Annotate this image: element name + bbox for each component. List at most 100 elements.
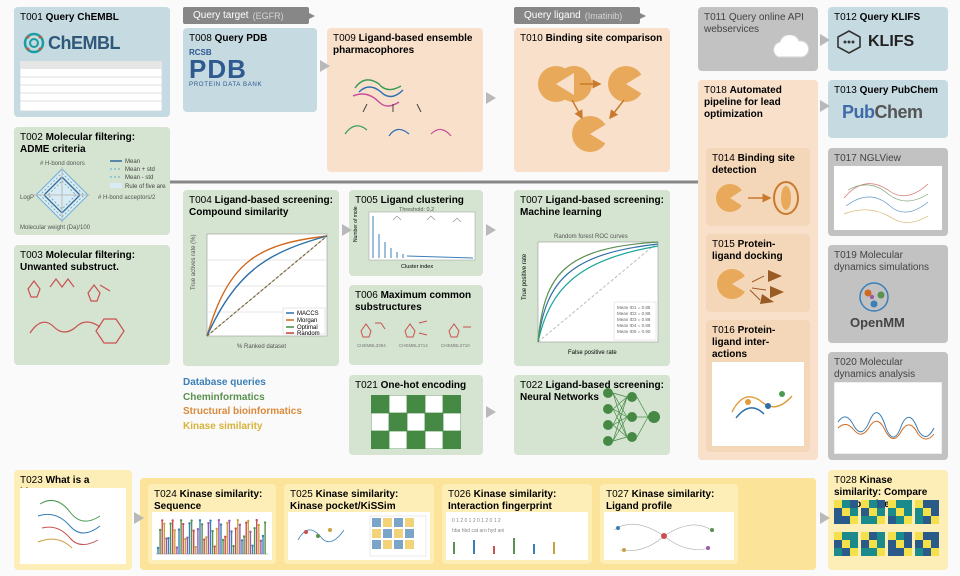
svg-text:Mean ID2 = 0.89: Mean ID2 = 0.89 <box>617 311 651 316</box>
arrow-icon <box>342 224 352 236</box>
card-t007: T007 Ligand-based screening: Machine lea… <box>514 190 670 366</box>
legend-chem: Cheminformatics <box>183 391 302 406</box>
chembl-logo: ChEMBL <box>22 29 162 57</box>
legend-kin: Kinase similarity <box>183 420 302 435</box>
query-ligand-pill: Query ligand (Imatinib) <box>514 7 640 24</box>
svg-text:Random forest ROC curves: Random forest ROC curves <box>554 234 628 240</box>
card-t021: T021 One-hot encoding <box>349 375 483 455</box>
card-t008: T008 Query PDB RCSB PDB PROTEIN DATA BAN… <box>183 28 317 112</box>
svg-text:% Ranked dataset: % Ranked dataset <box>237 344 286 350</box>
card-t001: T001 Query ChEMBL ChEMBL <box>14 7 170 117</box>
svg-text:Mean ID1 = 0.88: Mean ID1 = 0.88 <box>617 305 651 310</box>
arrow-icon <box>486 92 496 104</box>
arrow-icon <box>820 34 830 46</box>
onehot-icon <box>371 395 461 449</box>
arrow-icon <box>134 512 144 524</box>
ligand-profile-plot <box>604 512 734 560</box>
card-t002: T002 Molecular filtering: ADME criteria … <box>14 127 170 235</box>
query-target-pill: Query target (EGFR) <box>183 7 309 24</box>
radar-chart: # H-bond donors # H-bond acceptors/2 Log… <box>18 155 166 231</box>
svg-text:False positive rate: False positive rate <box>568 350 617 356</box>
md-analysis-plot <box>834 382 942 454</box>
card-t022: T022 Ligand-based screening: Neural Netw… <box>514 375 670 455</box>
ifp-plot: 0 1 2 0 1 2 0 1 2 0 1 2 hba hbd cat aro … <box>446 512 588 560</box>
arrow-icon <box>486 406 496 418</box>
svg-text:# H-bond acceptors/2: # H-bond acceptors/2 <box>98 195 156 201</box>
pacman-compare-icon <box>532 60 652 164</box>
svg-text:Mean ID3 = 0.88: Mean ID3 = 0.88 <box>617 317 651 322</box>
molecules-icon <box>20 275 164 359</box>
pill-label: Query ligand <box>524 10 581 21</box>
arrow-icon <box>486 224 496 236</box>
card-t010: T010 Binding site comparison <box>514 28 670 172</box>
interactions-icon <box>712 362 804 446</box>
card-t020: T020 Molecular dynamics analysis <box>828 352 948 460</box>
svg-text:OpenMM: OpenMM <box>850 315 905 330</box>
svg-text:ChEMBL: ChEMBL <box>48 33 120 53</box>
svg-text:Number of molecules: Number of molecules <box>353 206 359 242</box>
svg-text:Mean ID4 = 0.89: Mean ID4 = 0.89 <box>617 323 651 328</box>
card-t014: T014 Binding site detection <box>706 148 810 226</box>
card-t012: T012 Query KLIFS KLIFS <box>828 7 948 71</box>
card-t027: T027 Kinase similarity: Ligand profile <box>600 484 738 564</box>
mcs-icon: CHEMBL3394 CHEMBL3714 CHEMBL2710 <box>353 313 479 361</box>
card-t015: T015 Protein-ligand docking <box>706 234 810 312</box>
pdb-logo: RCSB PDB PROTEIN DATA BANK <box>189 48 262 88</box>
card-t005: T005 Ligand clustering Threshold: 0.2 Nu… <box>349 190 483 276</box>
neural-net-icon <box>600 383 664 451</box>
svg-text:Random: Random <box>297 331 320 337</box>
svg-text:CHEMBL3394: CHEMBL3394 <box>357 343 386 348</box>
pill-label: Query target <box>193 10 249 21</box>
docking-icon <box>712 262 804 306</box>
svg-text:# H-bond donors: # H-bond donors <box>40 161 85 167</box>
svg-text:hba hbd cat aro hyd ani: hba hbd cat aro hyd ani <box>452 528 504 534</box>
svg-text:MACCS: MACCS <box>297 311 319 317</box>
card-t009: T009 Ligand-based ensemble pharmacophore… <box>327 28 483 172</box>
svg-text:LogP: LogP <box>20 195 34 201</box>
svg-text:Cluster index: Cluster index <box>401 264 433 270</box>
svg-text:Morgan: Morgan <box>297 318 317 324</box>
cluster-plot: Threshold: 0.2 Number of molecules Clust… <box>353 206 479 272</box>
card-t025: T025 Kinase similarity: Kinase pocket/Ki… <box>284 484 434 564</box>
arrow-icon <box>820 512 830 524</box>
nglview-icon <box>834 166 942 230</box>
legend-struc: Structural bioinformatics <box>183 405 302 420</box>
svg-text:0 1 2 0 1 2 0 1 2 0 1 2: 0 1 2 0 1 2 0 1 2 0 1 2 <box>452 518 501 524</box>
enrichment-plot: True actives rate (%) % Ranked dataset M… <box>189 230 333 360</box>
compare-heatmaps-icon <box>834 500 942 564</box>
legend-db: Database queries <box>183 376 302 391</box>
data-table-icon <box>20 61 162 111</box>
card-t026: T026 Kinase similarity: Interaction fing… <box>442 484 592 564</box>
cloud-icon <box>768 35 812 65</box>
arrow-icon <box>320 60 330 72</box>
svg-text:True actives rate (%): True actives rate (%) <box>191 235 197 290</box>
chevron-right-icon <box>307 12 315 20</box>
card-t006: T006 Maximum common substructures CHEMBL… <box>349 285 483 365</box>
pill-sub: (Imatinib) <box>585 11 623 21</box>
svg-text:Threshold: 0.2: Threshold: 0.2 <box>399 207 434 213</box>
card-t017: T017 NGLView <box>828 148 948 236</box>
card-t003: T003 Molecular filtering: Unwanted subst… <box>14 245 170 365</box>
kinase-structure-icon <box>20 488 126 564</box>
pill-sub: (EGFR) <box>253 11 284 21</box>
svg-text:Mean - std: Mean - std <box>125 175 153 181</box>
card-t013: T013 Query PubChem PubChem <box>828 80 948 138</box>
card-t011: T011 Query online API webservices <box>698 7 818 71</box>
site-detect-icon <box>712 176 804 220</box>
card-t019: T019 Molecular dynamics simulations Open… <box>828 245 948 343</box>
pubchem-logo: PubChem <box>842 102 923 124</box>
sequence-plot <box>152 512 272 560</box>
roc-plot: Random forest ROC curves Mean ID1 = 0.88… <box>520 230 664 360</box>
svg-text:CHEMBL3714: CHEMBL3714 <box>399 343 428 348</box>
svg-text:Mean ID5 = 0.90: Mean ID5 = 0.90 <box>617 329 651 334</box>
svg-text:Rule of five area: Rule of five area <box>125 184 166 190</box>
svg-text:True positive rate: True positive rate <box>522 253 528 300</box>
svg-text:CHEMBL2710: CHEMBL2710 <box>441 343 470 348</box>
chevron-right-icon <box>638 12 646 20</box>
openmm-logo: OpenMM <box>844 281 932 333</box>
klifs-logo: KLIFS <box>836 29 914 55</box>
arrow-icon <box>820 100 830 112</box>
svg-text:Molecular weight (Da)/100: Molecular weight (Da)/100 <box>20 225 91 231</box>
svg-text:Mean: Mean <box>125 159 140 165</box>
card-t028: T028 Kinase similarity: Compare perspect… <box>828 470 948 570</box>
